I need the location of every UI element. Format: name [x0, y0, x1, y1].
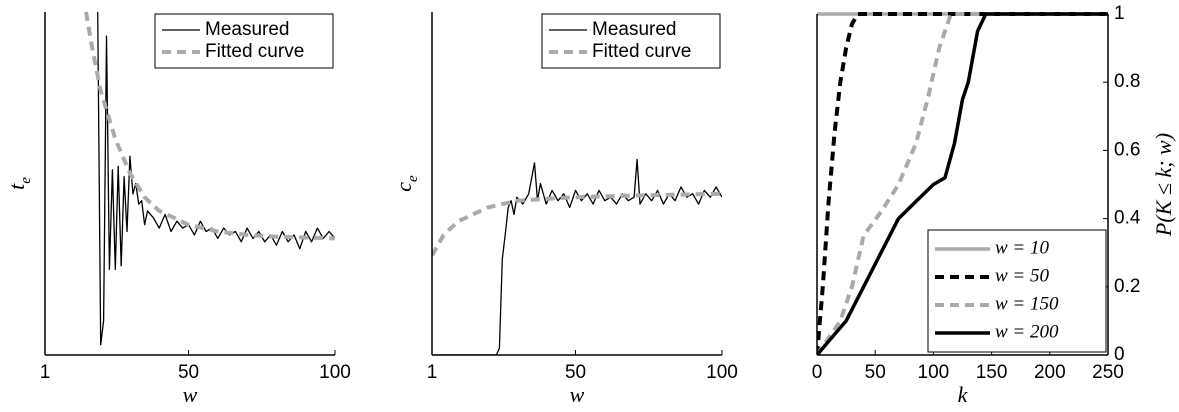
y-tick-label: 0.8 [1114, 71, 1140, 92]
legend-label: Fitted curve [205, 41, 304, 62]
series-line [432, 191, 722, 257]
plot-area [432, 158, 722, 355]
x-axis-label: w [570, 382, 585, 407]
x-tick-label: 100 [706, 362, 738, 383]
plot-area [84, 11, 335, 346]
x-tick-label: 50 [565, 362, 586, 383]
x-tick-label: 100 [918, 362, 950, 383]
y-tick-label: 0 [1114, 344, 1125, 365]
legend-label: Measured [205, 19, 290, 40]
x-tick-label: 50 [865, 362, 886, 383]
y-axis-label: te [4, 177, 34, 190]
x-axis-label: k [958, 382, 969, 407]
legend-box [154, 13, 334, 69]
x-tick-label: 0 [812, 362, 823, 383]
y-tick-label: 0.2 [1114, 276, 1140, 297]
legend: w = 10 w = 50 w = 150 w = 200 [927, 229, 1107, 353]
series-line [432, 158, 722, 355]
legend-label: Fitted curve [592, 41, 691, 62]
x-axis-label: w [183, 382, 198, 407]
y-axis-label: ce [391, 175, 421, 192]
legend-label: w = 150 [995, 293, 1059, 314]
series-line [97, 11, 335, 346]
x-tick-label: 100 [319, 362, 351, 383]
x-tick-label: 150 [976, 362, 1008, 383]
plot-area [817, 12, 1108, 355]
legend-label: w = 10 [995, 237, 1049, 258]
y-tick-label: 1 [1114, 3, 1125, 24]
y-axis-label: P(K ≤ k; w) [1151, 133, 1176, 237]
y-axis-label-sub: e [405, 175, 421, 182]
legend-label: w = 200 [995, 321, 1059, 342]
y-tick-label: 0.4 [1114, 208, 1141, 229]
series-line [817, 12, 1108, 355]
series-line [817, 12, 1108, 355]
y-axis-label-text: P(K ≤ k; w) [1151, 133, 1176, 237]
y-tick-label: 0.6 [1114, 139, 1140, 160]
legend-box [541, 13, 721, 69]
x-tick-label: 1 [427, 362, 438, 383]
legend-label: w = 50 [995, 265, 1049, 286]
y-axis-label-text: c [391, 182, 416, 192]
x-tick-label: 200 [1034, 362, 1066, 383]
y-axis-label-sub: e [18, 177, 34, 184]
series-line [817, 12, 1108, 355]
y-axis-label-text: t [4, 183, 29, 190]
legend-label: Measured [592, 19, 677, 40]
x-tick-label: 50 [178, 362, 199, 383]
x-tick-label: 1 [40, 362, 51, 383]
x-tick-label: 250 [1092, 362, 1124, 383]
